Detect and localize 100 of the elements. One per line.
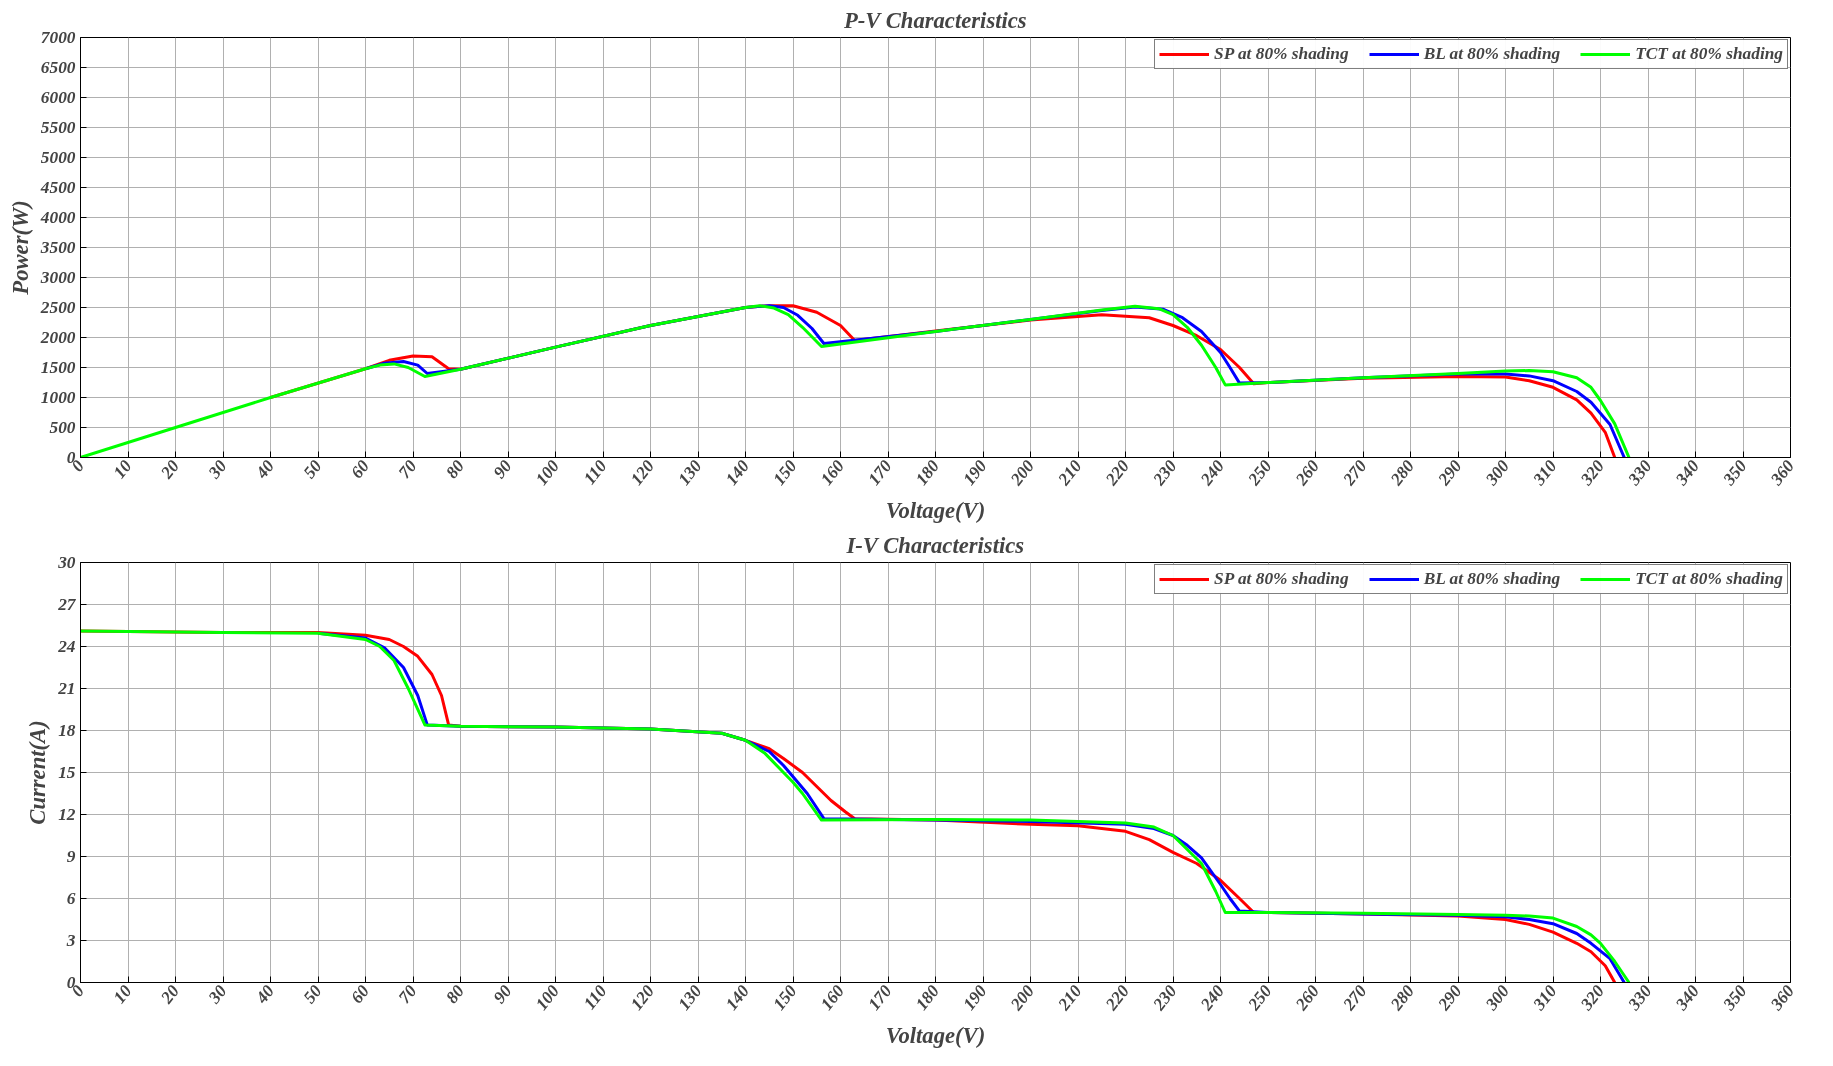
y-tick-label: 3500: [39, 238, 76, 257]
x-axis-title: Voltage(V): [885, 497, 986, 523]
x-tick-label: 350: [1718, 981, 1751, 1015]
x-tick-label: 160: [816, 981, 849, 1014]
x-tick-label: 140: [721, 456, 754, 489]
x-tick-label: 60: [347, 456, 374, 482]
x-tick-label: 20: [156, 456, 184, 483]
x-tick-label: 230: [1148, 456, 1181, 490]
x-tick-label: 330: [1623, 981, 1656, 1015]
x-tick-label: 80: [442, 981, 469, 1007]
y-tick-label: 4500: [39, 178, 76, 197]
x-tick-label: 230: [1148, 981, 1181, 1015]
x-tick-label: 220: [1101, 981, 1134, 1015]
x-tick-label: 100: [531, 456, 564, 489]
y-tick-label: 6500: [40, 58, 76, 77]
y-tick-label: 2500: [39, 298, 76, 317]
x-tick-label: 40: [251, 981, 279, 1008]
x-tick-label: 80: [442, 456, 469, 482]
x-tick-label: 200: [1006, 456, 1039, 490]
x-tick-label: 70: [394, 456, 421, 482]
x-tick-label: 360: [1766, 981, 1799, 1015]
y-tick-label: 21: [57, 679, 76, 698]
x-tick-label: 90: [489, 981, 516, 1007]
x-tick-label: 340: [1671, 456, 1704, 490]
x-tick-label: 310: [1528, 456, 1561, 490]
x-tick-label: 200: [1006, 981, 1039, 1015]
y-tick-label: 9: [66, 847, 76, 866]
x-tick-label: 260: [1291, 981, 1324, 1015]
x-tick-label: 150: [769, 981, 801, 1014]
x-tick-label: 120: [626, 981, 659, 1014]
x-tick-label: 190: [959, 981, 991, 1014]
x-tick-label: 70: [394, 981, 421, 1007]
y-tick-label: 4000: [39, 208, 76, 227]
chart-title: I-V Characteristics: [845, 532, 1025, 558]
x-tick-label: 60: [347, 981, 374, 1007]
y-tick-label: 18: [58, 721, 76, 740]
y-tick-label: 3: [65, 931, 76, 950]
y-tick-label: 1000: [40, 388, 76, 407]
x-tick-label: 10: [109, 981, 136, 1007]
x-tick-label: 300: [1481, 981, 1514, 1015]
x-tick-label: 210: [1053, 981, 1086, 1015]
y-tick-label: 27: [57, 595, 77, 614]
x-tick-label: 130: [674, 456, 706, 489]
x-tick-label: 250: [1243, 456, 1276, 490]
x-tick-label: 220: [1101, 456, 1134, 490]
y-tick-label: 1500: [40, 358, 76, 377]
y-tick-label: 7000: [40, 28, 76, 47]
x-tick-label: 130: [674, 981, 706, 1014]
x-tick-label: 280: [1386, 981, 1419, 1015]
legend-label: SP at 80% shading: [1214, 569, 1349, 589]
x-tick-label: 260: [1291, 456, 1324, 490]
x-tick-label: 50: [299, 456, 326, 482]
x-tick-label: 240: [1196, 456, 1229, 490]
y-tick-label: 500: [49, 418, 76, 437]
x-tick-label: 110: [580, 456, 611, 489]
x-tick-label: 330: [1623, 456, 1656, 490]
y-tick-label: 6000: [40, 88, 76, 107]
x-tick-label: 250: [1243, 981, 1276, 1015]
x-tick-label: 340: [1671, 981, 1704, 1015]
legend-label: BL at 80% shading: [1423, 569, 1561, 589]
x-tick-label: 100: [531, 981, 564, 1014]
x-tick-label: 360: [1766, 456, 1799, 490]
x-tick-label: 170: [864, 981, 896, 1014]
y-tick-label: 5000: [40, 148, 76, 167]
x-tick-label: 150: [769, 456, 801, 489]
x-tick-label: 10: [109, 456, 136, 482]
x-tick-label: 190: [959, 456, 991, 489]
x-tick-label: 180: [911, 456, 944, 489]
x-tick-label: 160: [816, 456, 849, 489]
chart-title: P-V Characteristics: [842, 7, 1027, 33]
x-tick-label: 30: [204, 981, 231, 1008]
y-tick-label: 15: [58, 763, 76, 782]
x-tick-label: 350: [1718, 456, 1751, 490]
x-tick-label: 270: [1338, 981, 1371, 1015]
x-tick-label: 240: [1196, 981, 1229, 1015]
x-tick-label: 320: [1576, 981, 1609, 1015]
x-tick-label: 170: [864, 456, 896, 489]
y-tick-label: 24: [57, 637, 76, 656]
x-tick-label: 310: [1528, 981, 1561, 1015]
legend-label: BL at 80% shading: [1423, 44, 1561, 64]
x-tick-label: 30: [204, 456, 231, 483]
x-tick-label: 180: [911, 981, 944, 1014]
legend-label: TCT at 80% shading: [1635, 44, 1783, 64]
x-tick-label: 140: [721, 981, 754, 1014]
y-tick-label: 12: [58, 805, 76, 824]
legend-label: TCT at 80% shading: [1635, 569, 1783, 589]
x-axis-title: Voltage(V): [885, 1022, 986, 1048]
x-tick-label: 270: [1338, 456, 1371, 490]
x-tick-label: 50: [299, 981, 326, 1007]
x-tick-label: 290: [1433, 456, 1466, 490]
y-tick-label: 30: [57, 553, 76, 572]
x-tick-label: 320: [1576, 456, 1609, 490]
x-tick-label: 290: [1433, 981, 1466, 1015]
y-tick-label: 6: [66, 889, 76, 908]
x-tick-label: 90: [489, 456, 516, 482]
y-tick-label: 5500: [40, 118, 76, 137]
x-tick-label: 300: [1481, 456, 1514, 490]
y-axis-title: Power(W): [7, 200, 33, 296]
x-tick-label: 210: [1053, 456, 1086, 490]
x-tick-label: 280: [1386, 456, 1419, 490]
